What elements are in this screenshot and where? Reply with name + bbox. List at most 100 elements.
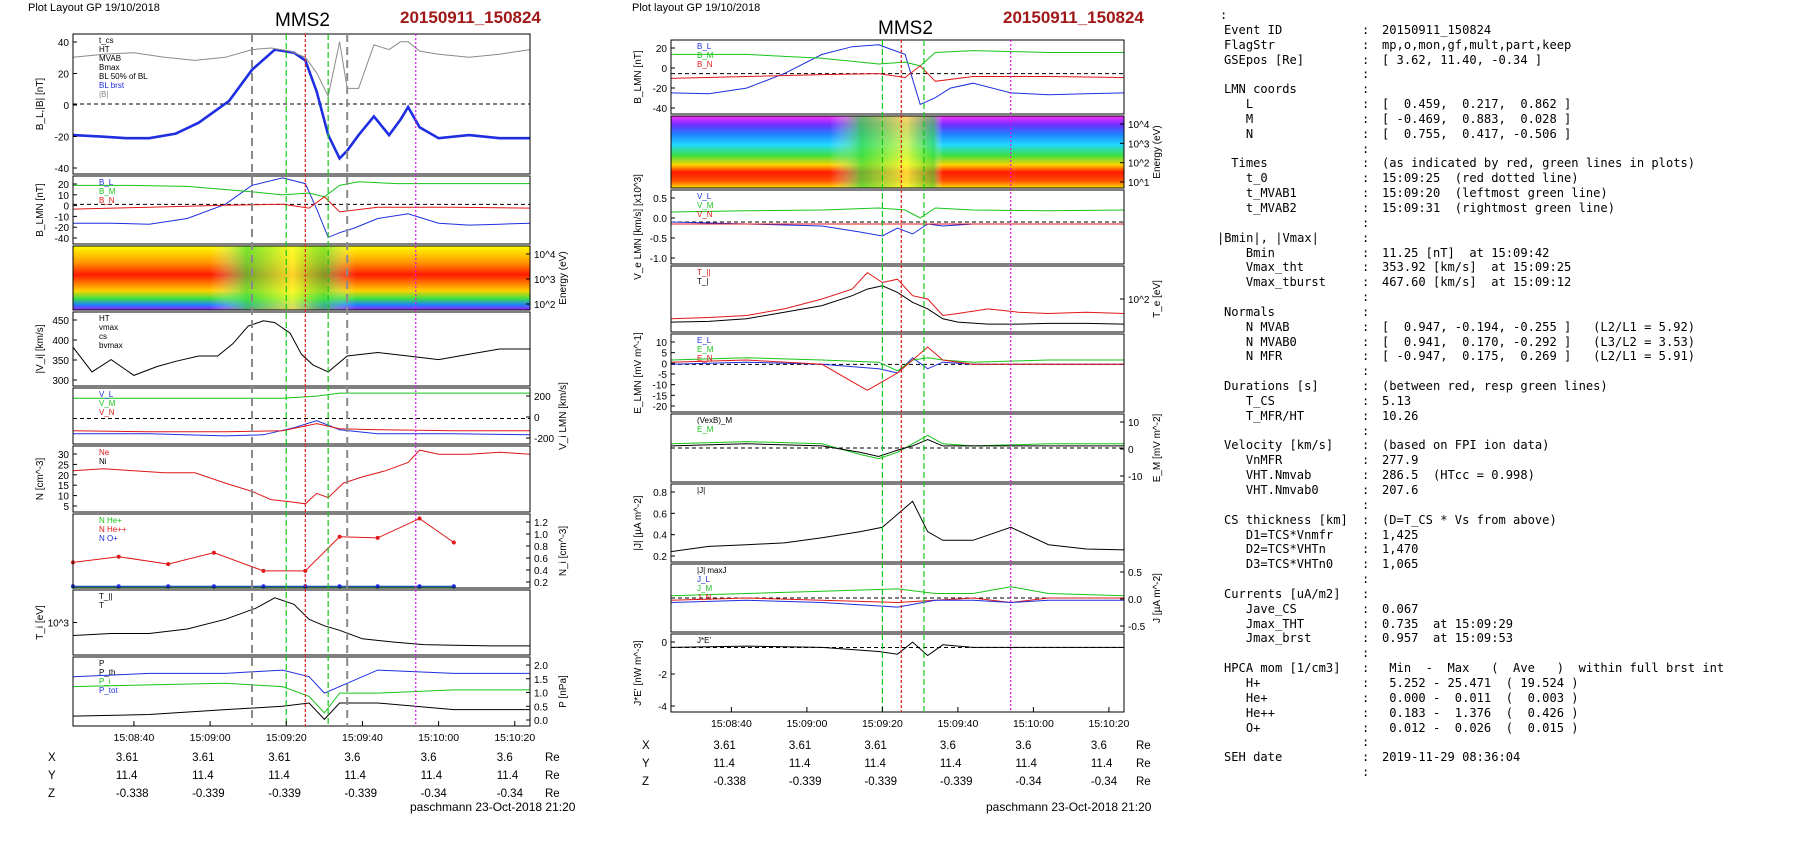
summary-colon: :	[1362, 616, 1370, 631]
left-ytick-label: 1.5	[534, 675, 548, 686]
right-panel-3: 10^2 T_e [eV] T_||T_|	[670, 265, 1163, 333]
left-xtick-label: 15:08:40	[113, 732, 154, 744]
summary-key: SEH date	[1224, 750, 1283, 765]
left-panel-frame	[72, 656, 531, 727]
left-series-ne	[72, 449, 531, 505]
left-ephem-value: 11.4	[344, 770, 366, 782]
right-ephem-value: 11.4	[1015, 758, 1037, 770]
left-legend-entry: T_||	[99, 592, 113, 601]
left-xtick-label: 15:09:40	[342, 732, 383, 744]
summary-row: :	[1224, 142, 1800, 157]
summary-row: Velocity [km/s]: (based on FPI ion data)	[1224, 438, 1800, 453]
left-ytick-label: 10	[58, 492, 70, 503]
summary-colon: :	[1362, 186, 1370, 201]
summary-colon: :	[1362, 646, 1370, 661]
left-ytick-label: 400	[52, 336, 69, 347]
right-ytick-label: 20	[656, 44, 668, 55]
summary-row: SEH date:2019-11-29 08:36:04	[1224, 750, 1800, 765]
left-ytick-label: -20	[55, 223, 70, 234]
summary-key: t_0	[1224, 171, 1268, 186]
summary-value: (as indicated by red, green lines in plo…	[1382, 156, 1696, 171]
right-series--vexb-m	[670, 438, 1124, 458]
summary-row: H+: 5.252 - 25.471 ( 19.524 )	[1224, 676, 1800, 691]
summary-row: N MVAB: [ 0.947, -0.194, -0.255 ] (L2/L1 …	[1224, 320, 1800, 335]
left-ytick-label: 20	[58, 180, 70, 191]
right-legend-entry: V_N	[697, 210, 713, 219]
summary-value: 11.25 [nT] at 15:09:42	[1382, 245, 1550, 260]
summary-value: [ -0.947, 0.175, 0.269 ] (L2/L1 = 5.91)	[1382, 349, 1696, 364]
right-ytick-label: -20	[653, 84, 668, 95]
left-ytick-label: 0.2	[534, 578, 548, 589]
summary-row: LMN coords:	[1224, 82, 1800, 97]
summary-value: [ 0.941, 0.170, -0.292 ] (L3/L2 = 3.53)	[1382, 334, 1696, 349]
summary-row: :	[1224, 364, 1800, 379]
summary-value: 15:09:31 (rightmost green line)	[1382, 200, 1615, 215]
right-panel-2: 0.50.0-0.5-1.0V_e LMN [km/s] [x10^3] V_LV…	[633, 174, 1125, 280]
right-ephem-value: 3.6	[1090, 740, 1107, 752]
left-ylabel: V_i LMN [km/s]	[558, 382, 569, 450]
left-ephem-unit: Re	[545, 770, 560, 782]
summary-colon: :	[1362, 52, 1370, 67]
right-panel-stack: 200-20-40B_LMN [nT]B_LB_MB_N10^410^310^2…	[633, 39, 1163, 730]
left-ytick-label: -10	[55, 212, 70, 223]
left-ephem-value: 3.6	[496, 752, 513, 764]
left-ytick-label: 1.0	[534, 689, 548, 700]
summary-colon: :	[1362, 438, 1370, 453]
summary-row: HPCA mom [1/cm3]: Min - Max ( Ave ) with…	[1224, 661, 1800, 676]
summary-key: M	[1224, 111, 1254, 126]
summary-row: Vmax_tburst:467.60 [km/s] at 15:09:12	[1224, 275, 1800, 290]
summary-colon: :	[1362, 171, 1370, 186]
summary-value: 2019-11-29 08:36:04	[1382, 750, 1521, 765]
summary-row: :	[1224, 67, 1800, 82]
left-ytick-label: -40	[55, 164, 70, 175]
left-legend-entry: Bmax	[99, 63, 119, 72]
left-ytick-label: 25	[58, 460, 70, 471]
right-ephem-value: -0.339	[864, 776, 897, 788]
summary-row: VHT.Nmvab:286.5 (HTcc = 0.998)	[1224, 468, 1800, 483]
left-legend-entry: B_L	[99, 178, 114, 187]
summary-colon: :	[1362, 200, 1370, 215]
left-ylabel: P [nPa]	[558, 675, 569, 708]
right-panel-0: 20 0 -20 -40 B_LMN [nT] B_LB_MB_N	[633, 39, 1125, 115]
summary-key: Durations [s]	[1224, 379, 1319, 394]
right-ephem-value: 11.4	[864, 758, 886, 770]
left-ytick-label: 30	[58, 450, 70, 461]
left-ytick-label: 0	[63, 202, 69, 213]
summary-colon: :	[1362, 379, 1370, 394]
summary-key: N	[1224, 126, 1254, 141]
summary-key: N MVAB0	[1224, 334, 1297, 349]
left-legend-entry: P_th	[99, 668, 115, 677]
left-legend-entry: B_N	[99, 196, 115, 205]
summary-colon: :	[1362, 705, 1370, 720]
left-panel-frame	[72, 33, 531, 175]
right-ytick-label: -4	[658, 702, 667, 713]
left-ytick-label: 10^4	[534, 250, 556, 261]
right-legend-entry: |J| maxJ	[697, 566, 727, 575]
right-ytick-label: -1.0	[650, 254, 668, 265]
left-ytick-label: 10^2	[534, 300, 556, 311]
right-ytick-label: -5	[658, 370, 667, 381]
right-ytick-label: -2	[658, 670, 667, 681]
right-ytick-label: 0.8	[653, 488, 667, 499]
left-xtick-label: 15:09:20	[266, 732, 307, 744]
left-ephem-value: -0.34	[496, 788, 523, 800]
right-ytick-label: 10	[656, 338, 668, 349]
left-panel-frame	[72, 513, 531, 589]
right-ytick-label: 0	[661, 638, 667, 649]
left-ytick-label: 0.5	[534, 702, 548, 713]
right-legend-entry: (VexB)_M	[697, 416, 732, 425]
summary-colon: :	[1362, 349, 1370, 364]
summary-row: :	[1224, 498, 1800, 513]
right-legend-entry: E_N	[697, 354, 713, 363]
right-legend-entry: V_L	[697, 192, 712, 201]
left-panel-6: 1.21.00.80.60.40.2 N_i [cm^-3] N He+N He++…	[71, 513, 569, 589]
summary-colon: :	[1362, 82, 1370, 97]
summary-colon: :	[1362, 245, 1370, 260]
summary-colon: :	[1362, 22, 1370, 37]
left-legend-entry: HT	[99, 314, 110, 323]
left-series-p-i	[72, 682, 530, 714]
